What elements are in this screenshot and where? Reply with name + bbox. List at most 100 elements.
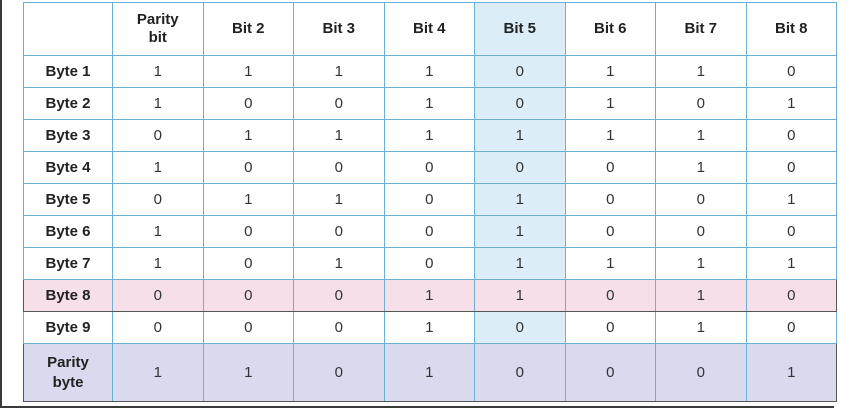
parity-cell: 1 bbox=[112, 343, 204, 402]
table-frame bbox=[0, 0, 834, 408]
bit-cell: 1 bbox=[202, 55, 294, 88]
bit-cell: 0 bbox=[655, 183, 747, 216]
parity-cell: 0 bbox=[474, 343, 566, 402]
header-row: Parity bit Bit 2 Bit 3 Bit 4 Bit 5 Bit 6 … bbox=[23, 2, 837, 56]
parity-byte-row: Parity byte 1 1 0 1 0 0 0 1 bbox=[23, 343, 837, 402]
header-parity-bit: Parity bit bbox=[112, 2, 204, 56]
bit-cell: 0 bbox=[745, 119, 837, 152]
bit-cell: 1 bbox=[474, 247, 566, 280]
bit-cell: 0 bbox=[564, 279, 656, 312]
header-bit-3: Bit 3 bbox=[293, 2, 385, 56]
bit-cell: 0 bbox=[202, 151, 294, 184]
bit-cell: 1 bbox=[745, 183, 837, 216]
parity-byte-label: Parity byte bbox=[23, 343, 113, 402]
parity-cell: 1 bbox=[745, 343, 837, 402]
header-bit-6: Bit 6 bbox=[564, 2, 656, 56]
header-bit-2: Bit 2 bbox=[202, 2, 294, 56]
bit-cell: 1 bbox=[564, 247, 656, 280]
bit-cell: 0 bbox=[474, 151, 566, 184]
bit-cell: 0 bbox=[745, 55, 837, 88]
row-label: Byte 9 bbox=[23, 311, 113, 344]
bit-cell: 1 bbox=[474, 119, 566, 152]
bit-cell: 0 bbox=[564, 183, 656, 216]
bit-cell: 1 bbox=[655, 311, 747, 344]
bit-cell: 1 bbox=[293, 247, 385, 280]
bit-cell: 1 bbox=[655, 247, 747, 280]
bit-cell: 1 bbox=[202, 183, 294, 216]
header-parity-bit-line1: Parity bbox=[136, 11, 179, 28]
bit-cell: 0 bbox=[383, 183, 475, 216]
row-label: Byte 3 bbox=[23, 119, 113, 152]
bit-cell: 1 bbox=[202, 119, 294, 152]
bit-cell: 0 bbox=[655, 215, 747, 248]
bit-cell: 0 bbox=[745, 311, 837, 344]
header-bit-8: Bit 8 bbox=[745, 2, 837, 56]
bit-cell: 1 bbox=[383, 311, 475, 344]
bit-cell: 1 bbox=[655, 279, 747, 312]
row-label: Byte 1 bbox=[23, 55, 113, 88]
bit-cell: 0 bbox=[112, 279, 204, 312]
bit-cell: 0 bbox=[474, 87, 566, 120]
row-label: Byte 7 bbox=[23, 247, 113, 280]
parity-check-table: Parity bit Bit 2 Bit 3 Bit 4 Bit 5 Bit 6 … bbox=[23, 2, 837, 402]
row-label: Byte 4 bbox=[23, 151, 113, 184]
bit-cell: 0 bbox=[564, 151, 656, 184]
bit-cell: 0 bbox=[112, 183, 204, 216]
bit-cell: 1 bbox=[112, 247, 204, 280]
bit-cell: 0 bbox=[112, 311, 204, 344]
bit-cell: 1 bbox=[293, 183, 385, 216]
bit-cell: 1 bbox=[564, 87, 656, 120]
bit-cell: 0 bbox=[293, 215, 385, 248]
bit-cell: 1 bbox=[474, 215, 566, 248]
bit-cell: 0 bbox=[564, 311, 656, 344]
bit-cell: 0 bbox=[293, 311, 385, 344]
header-bit-7: Bit 7 bbox=[655, 2, 747, 56]
bit-cell: 0 bbox=[474, 311, 566, 344]
bit-cell: 1 bbox=[564, 119, 656, 152]
row-label: Byte 8 bbox=[23, 279, 113, 312]
parity-cell: 0 bbox=[655, 343, 747, 402]
bit-cell: 0 bbox=[564, 215, 656, 248]
bit-cell: 1 bbox=[112, 87, 204, 120]
bit-cell: 0 bbox=[383, 215, 475, 248]
bit-cell: 0 bbox=[383, 247, 475, 280]
bit-cell: 1 bbox=[383, 87, 475, 120]
bit-cell: 0 bbox=[202, 247, 294, 280]
parity-byte-label-line1: Parity bbox=[47, 353, 89, 371]
bit-cell: 0 bbox=[745, 151, 837, 184]
bit-cell: 0 bbox=[745, 215, 837, 248]
bit-cell: 0 bbox=[293, 279, 385, 312]
bit-cell: 0 bbox=[383, 151, 475, 184]
header-corner-cell bbox=[23, 2, 113, 56]
header-bit-5: Bit 5 bbox=[474, 2, 566, 56]
bit-cell: 0 bbox=[474, 55, 566, 88]
bit-cell: 1 bbox=[745, 247, 837, 280]
bit-cell: 1 bbox=[655, 55, 747, 88]
row-label: Byte 5 bbox=[23, 183, 113, 216]
bit-cell: 1 bbox=[112, 151, 204, 184]
bit-cell: 1 bbox=[293, 55, 385, 88]
header-bit-4: Bit 4 bbox=[383, 2, 475, 56]
bit-cell: 1 bbox=[383, 119, 475, 152]
parity-cell: 0 bbox=[293, 343, 385, 402]
bit-cell: 0 bbox=[293, 87, 385, 120]
bit-cell: 0 bbox=[202, 215, 294, 248]
bit-cell: 1 bbox=[564, 55, 656, 88]
bit-cell: 1 bbox=[383, 279, 475, 312]
bit-cell: 1 bbox=[655, 119, 747, 152]
bit-cell: 1 bbox=[112, 215, 204, 248]
header-parity-bit-line2: bit bbox=[148, 29, 167, 46]
parity-byte-label-line2: byte bbox=[52, 373, 84, 391]
row-label: Byte 6 bbox=[23, 215, 113, 248]
bit-cell: 0 bbox=[112, 119, 204, 152]
bit-cell: 1 bbox=[474, 183, 566, 216]
bit-cell: 0 bbox=[202, 311, 294, 344]
